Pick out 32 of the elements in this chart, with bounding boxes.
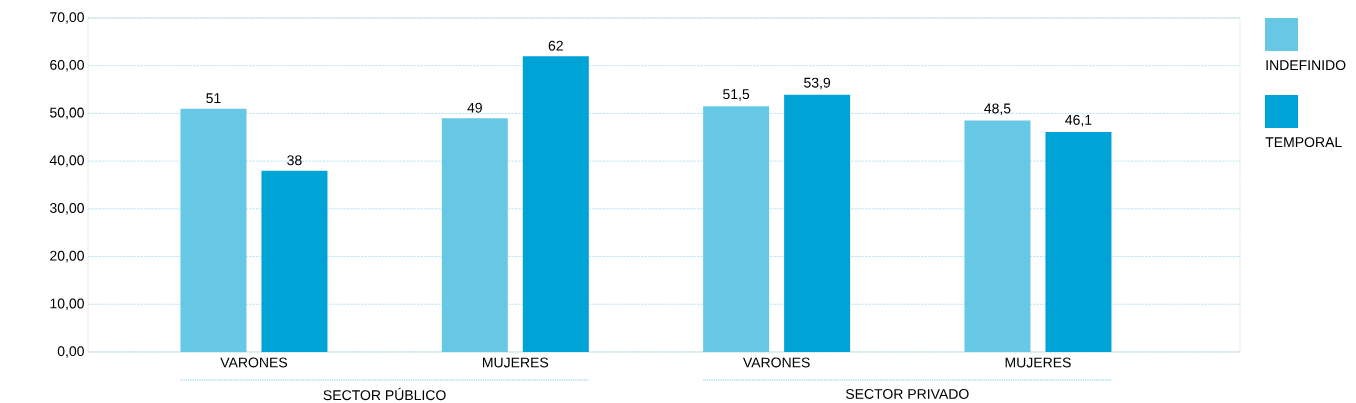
bar <box>784 94 851 352</box>
x-tick-label: VARONES <box>220 357 288 368</box>
bar <box>1045 131 1112 352</box>
y-tick-label: 20,00 <box>50 250 84 263</box>
bar <box>180 108 247 352</box>
y-tick-label: 60,00 <box>50 59 84 72</box>
text: SECTOR PRIVADO <box>845 388 969 399</box>
data-label: 53,9 <box>804 77 831 90</box>
bar <box>261 170 328 352</box>
y-tick-label: 30,00 <box>49 202 84 215</box>
x-tick-label: MUJERES <box>1005 357 1071 368</box>
data-label: 38 <box>287 155 302 165</box>
text: SECTOR PÚBLICO <box>323 387 446 400</box>
x-tick-label: VARONES <box>742 357 810 368</box>
y-tick-label: 50,00 <box>50 107 84 119</box>
bar <box>441 117 508 352</box>
data-label: 48,5 <box>984 103 1011 115</box>
data-label: 51,5 <box>723 89 750 101</box>
legend-label: INDEFINIDO <box>1266 59 1346 70</box>
bar <box>522 55 589 352</box>
y-tick-label: 0,00 <box>57 345 84 358</box>
bar <box>703 106 770 352</box>
x-tick-label: MUJERES <box>483 357 549 368</box>
data-label: 51 <box>206 93 221 103</box>
bar <box>964 120 1031 352</box>
data-label: 46,1 <box>1065 114 1092 127</box>
y-tick-label: 70,00 <box>50 11 84 24</box>
data-label: 62 <box>548 40 563 51</box>
data-label: 49 <box>467 102 482 113</box>
legend-label: TEMPORAL <box>1265 136 1342 147</box>
y-tick-label: 10,00 <box>50 298 84 310</box>
y-tick-label: 40,00 <box>49 155 84 167</box>
